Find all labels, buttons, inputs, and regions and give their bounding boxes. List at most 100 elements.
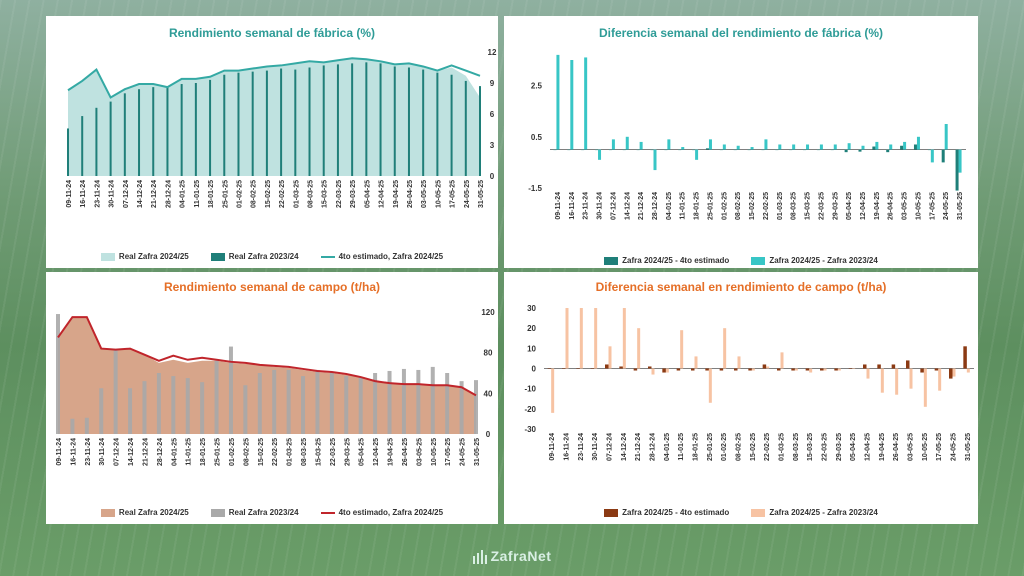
- bar-dif-2023-24: [806, 144, 810, 150]
- legend-label: Real Zafra 2023/24: [228, 508, 299, 517]
- x-tick-label: 26-04-25: [893, 433, 900, 461]
- bar-dif-2023-24: [944, 124, 948, 150]
- x-tick-label: 12-04-25: [865, 433, 872, 461]
- bar-dif-4to-estimado: [955, 149, 959, 191]
- x-tick-label: 11-01-25: [678, 433, 685, 461]
- bar-real-2023-24: [336, 64, 339, 176]
- bar-dif-2023-24: [923, 368, 927, 407]
- x-tick-label: 08-03-25: [793, 433, 800, 461]
- x-tick-label: 21-12-24: [142, 438, 149, 466]
- x-tick-label: 17-05-25: [450, 180, 457, 208]
- x-tick-label: 15-03-25: [805, 192, 812, 220]
- panel-diferencia-fabrica: Diferencia semanal del rendimiento de fá…: [504, 16, 978, 268]
- bar-real-2023-24: [171, 376, 176, 434]
- bar-dif-2023-24: [880, 368, 884, 393]
- bar-real-2023-24: [152, 87, 155, 176]
- legend-swatch: [604, 256, 619, 265]
- x-tick-label: 09-11-24: [549, 433, 556, 461]
- x-tick-label: 05-04-25: [846, 192, 853, 220]
- bar-dif-2023-24: [909, 368, 913, 389]
- chart-dif-fabrica: -1.5 0.5 2.5 09-11-24 16-11-24 23-11-24 30-11-…: [528, 54, 966, 220]
- x-tick-label: 18-01-25: [694, 192, 701, 220]
- legend-dif-campo: Zafra 2024/25 - 4to estimado Zafra 2024/…: [504, 508, 978, 517]
- bar-dif-4to-estimado: [664, 149, 668, 151]
- x-tick-label: 14-12-24: [137, 180, 144, 208]
- bar-real-2023-24: [237, 72, 240, 176]
- bar-real-2023-24: [430, 366, 435, 434]
- footer-brand: ZafraNet: [0, 548, 1024, 565]
- bar-dif-2023-24: [570, 60, 574, 150]
- x-tick-label: 24-05-25: [943, 192, 950, 220]
- y-tick-label: 2.5: [531, 82, 543, 91]
- x-tick-label: 09-11-24: [66, 180, 73, 208]
- bar-dif-4to-estimado: [676, 368, 681, 371]
- x-tick-label: 16-11-24: [80, 180, 87, 208]
- legend-fabrica: Real Zafra 2024/25 Real Zafra 2023/24 4t…: [46, 252, 498, 261]
- bar-dif-2023-24: [751, 368, 755, 371]
- x-tick-label: 16-11-24: [569, 192, 576, 220]
- bar-dif-2023-24: [737, 356, 741, 369]
- bar-dif-2023-24: [889, 144, 893, 150]
- x-tick-label: 19-04-25: [393, 180, 400, 208]
- bar-real-2023-24: [142, 381, 147, 434]
- x-tick-label: 22-03-25: [822, 433, 829, 461]
- bar-dif-4to-estimado: [949, 368, 953, 379]
- bar-real-2023-24: [194, 83, 197, 176]
- x-tick-label: 01-02-25: [229, 438, 236, 466]
- bar-real-2023-24: [56, 314, 60, 434]
- bar-dif-2023-24: [594, 308, 598, 369]
- bar-dif-2023-24: [847, 143, 851, 150]
- x-tick-label: 22-02-25: [272, 438, 279, 466]
- bar-dif-4to-estimado: [913, 144, 917, 150]
- x-tick-label: 25-01-25: [215, 438, 222, 466]
- bar-dif-4to-estimado: [562, 368, 566, 369]
- bar-dif-2023-24: [895, 368, 899, 395]
- x-tick-label: 28-12-24: [652, 192, 659, 220]
- bar-dif-4to-estimado: [608, 149, 612, 151]
- y-tick-label: -10: [524, 385, 536, 394]
- bar-real-2023-24: [128, 388, 133, 434]
- bar-real-2023-24: [301, 376, 306, 434]
- bar-real-2023-24: [113, 349, 118, 434]
- bar-dif-2023-24: [778, 144, 782, 150]
- bar-real-2023-24: [272, 369, 277, 434]
- bar-dif-2023-24: [930, 149, 934, 163]
- x-tick-label: 08-02-25: [243, 438, 250, 466]
- x-tick-label: 05-04-25: [359, 438, 366, 466]
- x-tick-label: 08-03-25: [791, 192, 798, 220]
- bar-real-2023-24: [99, 388, 104, 434]
- bar-dif-2023-24: [952, 368, 956, 377]
- x-tick-label: 26-04-25: [888, 192, 895, 220]
- bar-dif-2023-24: [792, 144, 796, 150]
- bar-dif-2023-24: [665, 368, 669, 373]
- x-tick-label: 01-02-25: [721, 433, 728, 461]
- bar-dif-2023-24: [653, 149, 657, 171]
- x-tick-label: 22-03-25: [330, 438, 337, 466]
- bar-dif-4to-estimado: [633, 368, 638, 371]
- x-tick-label: 04-01-25: [180, 180, 187, 208]
- bar-dif-4to-estimado: [648, 366, 652, 369]
- bar-dif-4to-estimado: [886, 149, 890, 153]
- x-tick-label: 22-02-25: [279, 180, 286, 208]
- bar-dif-2023-24: [966, 368, 970, 373]
- bar-dif-2023-24: [556, 54, 560, 150]
- x-tick-label: 24-05-25: [460, 438, 467, 466]
- bar-real-2023-24: [70, 418, 75, 434]
- chart-title-dif-campo: Diferencia semanal en rendimiento de cam…: [595, 280, 887, 294]
- x-tick-label: 08-02-25: [735, 192, 742, 220]
- bar-real-2023-24: [265, 70, 268, 176]
- bar-dif-4to-estimado: [590, 368, 595, 369]
- x-tick-label: 19-04-25: [879, 433, 886, 461]
- bar-dif-2023-24: [852, 368, 856, 369]
- bar-dif-2023-24: [625, 136, 629, 150]
- legend-swatch: [751, 256, 766, 265]
- legend-swatch: [320, 511, 335, 514]
- bar-real-2023-24: [479, 86, 481, 176]
- bar-dif-4to-estimado: [733, 149, 737, 151]
- bar-dif-2023-24: [681, 147, 685, 150]
- x-tick-label: 14-12-24: [621, 433, 628, 461]
- bar-dif-4to-estimado: [692, 149, 696, 151]
- bar-dif-2023-24: [708, 139, 712, 150]
- legend-item: Real Zafra 2023/24: [210, 252, 299, 261]
- bar-dif-4to-estimado: [877, 364, 881, 369]
